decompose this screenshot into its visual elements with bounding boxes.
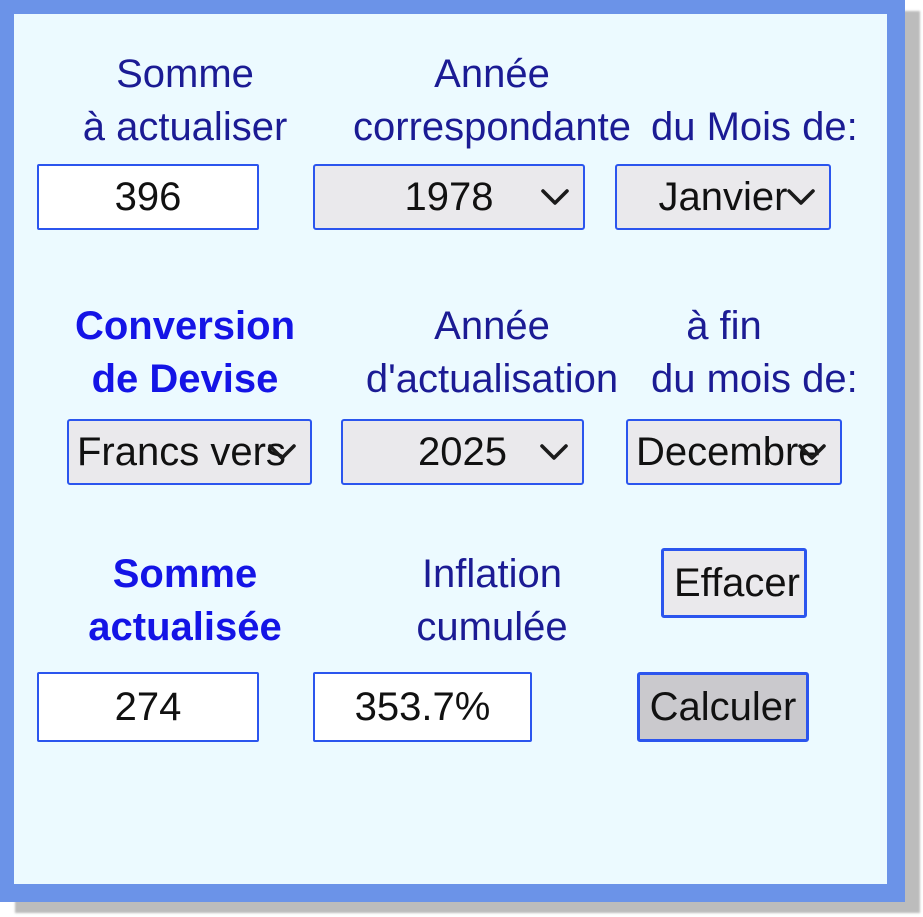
chevron-down-icon xyxy=(267,443,297,461)
row2-controls: Francs vers 2025 Decembre xyxy=(37,419,887,485)
label-annee-correspondante: Année correspondante xyxy=(333,48,651,154)
row1-labels: Somme à actualiser Année correspondante … xyxy=(37,48,887,154)
effacer-cell: Effacer xyxy=(661,548,807,654)
annee-correspondante-select[interactable]: 1978 xyxy=(313,164,585,230)
label-line: d'actualisation xyxy=(365,357,619,401)
label-somme-actualisee: Somme actualisée xyxy=(37,548,333,654)
label-line: actualisée xyxy=(88,605,282,649)
label-line: du mois de: xyxy=(651,357,858,401)
label-line: correspondante xyxy=(353,105,631,149)
select-value: Decembre xyxy=(636,429,821,474)
chevron-down-icon xyxy=(539,443,569,461)
somme-a-actualiser-input[interactable] xyxy=(37,164,259,230)
app-window: Somme à actualiser Année correspondante … xyxy=(0,0,905,902)
label-conversion-de-devise: Conversion de Devise xyxy=(37,300,333,406)
label-line-empty xyxy=(651,48,797,101)
label-line: Somme xyxy=(116,52,254,96)
calculer-button[interactable]: Calculer xyxy=(636,672,810,742)
label-du-mois-de: du Mois de: xyxy=(651,48,858,154)
label-line: de Devise xyxy=(91,357,279,401)
somme-actualisee-input[interactable] xyxy=(37,672,259,742)
chevron-down-icon xyxy=(540,188,570,206)
label-line: Conversion xyxy=(74,304,296,348)
label-inflation-cumulee: Inflation cumulée xyxy=(333,548,651,654)
inflation-cumulee-input[interactable] xyxy=(313,672,532,742)
label-line: Somme xyxy=(112,552,258,596)
label-line: cumulée xyxy=(416,605,568,649)
row2-labels: Conversion de Devise Année d'actualisati… xyxy=(37,300,887,406)
label-line: à fin xyxy=(686,304,762,348)
annee-actualisation-select[interactable]: 2025 xyxy=(341,419,584,485)
row1-controls: 1978 Janvier xyxy=(37,164,887,230)
effacer-button[interactable]: Effacer xyxy=(661,548,807,618)
chevron-down-icon xyxy=(797,443,827,461)
label-line: à actualiser xyxy=(82,105,288,149)
select-value: Janvier xyxy=(658,174,788,219)
label-somme-a-actualiser: Somme à actualiser xyxy=(37,48,333,154)
label-a-fin-du-mois-de: à fin du mois de: xyxy=(651,300,858,406)
inflation-calculator-panel: Somme à actualiser Année correspondante … xyxy=(14,14,887,884)
mois-select[interactable]: Janvier xyxy=(615,164,831,230)
conversion-devise-select[interactable]: Francs vers xyxy=(67,419,312,485)
label-line: Inflation xyxy=(421,552,563,596)
chevron-down-icon xyxy=(786,188,816,206)
row3-labels: Somme actualisée Inflation cumulée Effac… xyxy=(37,548,887,654)
label-line: Année xyxy=(434,304,550,348)
row3-controls: Calculer xyxy=(37,672,887,742)
select-value: 2025 xyxy=(418,429,507,474)
label-line: du Mois de: xyxy=(651,105,858,149)
select-value: 1978 xyxy=(404,174,494,219)
select-value: Francs vers xyxy=(77,429,286,474)
mois-fin-select[interactable]: Decembre xyxy=(626,419,842,485)
label-line: Année xyxy=(434,52,550,96)
label-annee-actualisation: Année d'actualisation xyxy=(333,300,651,406)
